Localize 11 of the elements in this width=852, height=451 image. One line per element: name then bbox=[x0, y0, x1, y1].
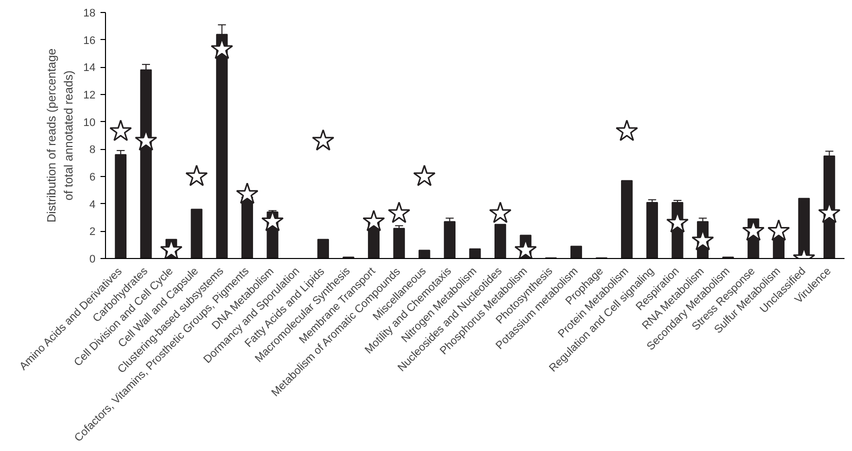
y-tick-label: 16 bbox=[83, 34, 96, 47]
y-tick-label: 12 bbox=[83, 90, 96, 102]
y-tick-label: 10 bbox=[83, 116, 96, 129]
y-tick-label: 6 bbox=[89, 172, 96, 184]
y-axis-title: Distribution of reads (percentage of total annotated reads) bbox=[44, 48, 76, 223]
y-tick-label: 4 bbox=[89, 198, 96, 211]
y-tick-label: 0 bbox=[89, 254, 96, 266]
y-tick-label: 8 bbox=[89, 144, 96, 156]
y-tick-label: 2 bbox=[89, 226, 96, 238]
y-tick-label: 18 bbox=[83, 8, 96, 20]
y-tick-label: 14 bbox=[83, 62, 96, 74]
